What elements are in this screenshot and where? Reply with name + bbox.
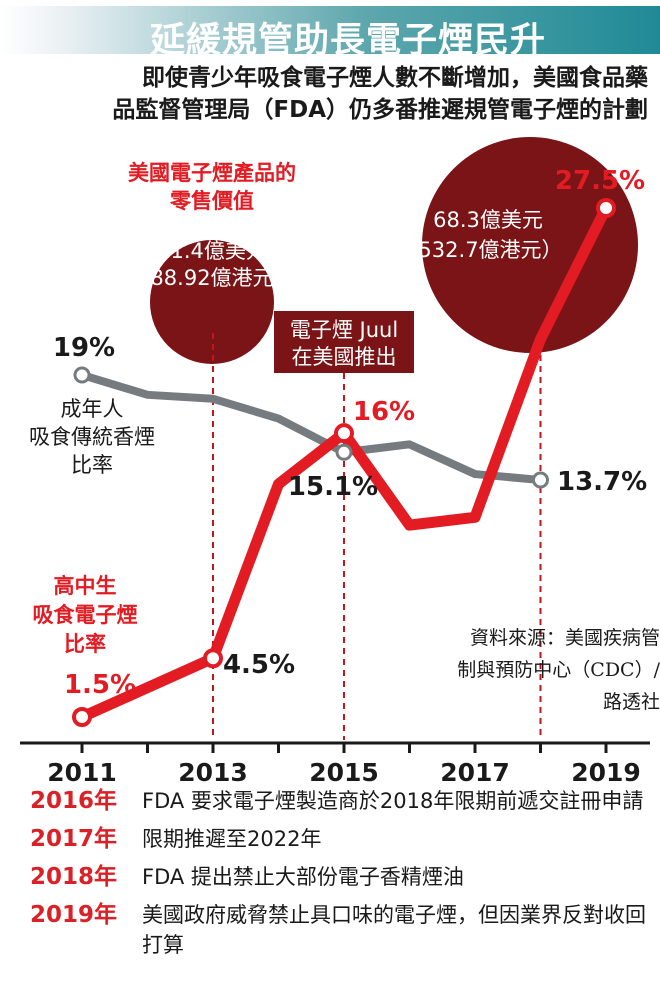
x-tick-label-2019: 2019 (571, 758, 641, 787)
highschool-data-label-2019: 27.5% (555, 166, 645, 196)
bubble-2018 (422, 137, 638, 353)
source-line-1: 資料來源：美國疾病管 (469, 627, 660, 649)
event-year: 2017年 (30, 826, 118, 852)
source-note: 資料來源：美國疾病管 制與預防中心（CDC）/ 路透社 (398, 622, 660, 718)
adult-data-label-2011: 19% (53, 333, 115, 363)
title-bar: 延緩規管助長電子煙民升 (0, 6, 660, 61)
source-line-3: 路透社 (602, 691, 660, 713)
bubble-value-2013: 11.4億美元 (157, 239, 267, 263)
adult-data-label-2018: 13.7% (557, 467, 647, 497)
x-tick-label-2015: 2015 (309, 758, 379, 787)
subtitle-line-1: 即使青少年吸食電子煙人數不斷增加，美國食品藥 (142, 65, 648, 91)
bubble-2013 (150, 240, 274, 364)
data-points (72, 198, 616, 727)
highschool-data-label-2011: 1.5% (64, 670, 136, 700)
event-year: 2018年 (30, 864, 118, 890)
highschool-data-label-2015: 16% (353, 397, 415, 427)
bubble-heading-line-1: 美國電子煙產品的 (128, 161, 296, 185)
highschool-point-2011 (72, 707, 92, 727)
subtitle-line-2: 品監督管理局（FDA）仍多番推遲規管電子煙的計劃 (112, 97, 648, 123)
highschool-point-2019 (596, 198, 616, 218)
adult-smoking-line (80, 371, 541, 484)
event-year: 2016年 (30, 788, 118, 814)
bubble-value-hkd-2018: （532.7億港元） (397, 238, 562, 262)
bubble-value-2018: 68.3億美元 (433, 208, 543, 232)
juul-label-line-1: 電子煙 Juul (290, 318, 398, 342)
highschool-label-line-1: 高中生 (54, 574, 117, 598)
highschool-label-line-2: 吸食電子煙 (33, 603, 138, 627)
data-labels: 19% 15.1% 13.7% 1.5% 4.5% 16% 27.5% (53, 166, 647, 700)
events-list: 2016年 FDA 要求電子煙製造商於2018年限期前遞交註冊申請 2017年 … (30, 786, 655, 968)
bubble-heading-line-2: 零售價值 (169, 189, 254, 213)
event-item: 2018年 FDA 提出禁止大部份電子香精煙油 (30, 862, 655, 892)
highschool-data-label-2013: 4.5% (223, 650, 295, 680)
adult-label-line-1: 成年人 (61, 397, 124, 421)
juul-label-box (274, 311, 414, 373)
event-text: 限期推遲至2022年 (142, 827, 322, 851)
event-text: FDA 提出禁止大部份電子香精煙油 (142, 865, 464, 889)
highschool-point-2015 (334, 423, 354, 444)
adult-point-2018 (532, 471, 549, 489)
adult-data-label-2015: 15.1% (288, 472, 378, 502)
adult-point-2011 (73, 366, 91, 384)
event-text: 美國政府威脅禁止具口味的電子煙，但因業界反對收回打算 (142, 903, 646, 957)
event-year: 2019年 (30, 902, 118, 928)
subtitle: 即使青少年吸食電子煙人數不斷增加，美國食品藥 品監督管理局（FDA）仍多番推遲規… (28, 62, 648, 126)
adult-label-line-3: 比率 (71, 453, 113, 477)
event-item: 2016年 FDA 要求電子煙製造商於2018年限期前遞交註冊申請 (30, 786, 655, 816)
highschool-label-line-3: 比率 (64, 632, 106, 656)
x-tick-label-2013: 2013 (178, 758, 248, 787)
event-text: FDA 要求電子煙製造商於2018年限期前遞交註冊申請 (142, 789, 644, 813)
event-item: 2019年 美國政府威脅禁止具口味的電子煙，但因業界反對收回打算 (30, 900, 655, 960)
x-axis-ticks: 2011 2013 2015 2017 2019 (47, 743, 641, 787)
adult-point-2015 (335, 443, 353, 461)
x-tick-label-2017: 2017 (440, 758, 510, 787)
event-item: 2017年 限期推遲至2022年 (30, 824, 655, 854)
source-line-2: 制與預防中心（CDC）/ (457, 659, 660, 681)
highschool-point-2013 (203, 648, 223, 669)
adult-label-line-2: 吸食傳統香煙 (29, 425, 155, 449)
bubble-value-hkd-2013: （88.92億港元） (129, 266, 294, 290)
x-tick-label-2011: 2011 (47, 758, 117, 787)
page-title: 延緩規管助長電子煙民升 (150, 21, 547, 61)
juul-label-line-2: 在美國推出 (292, 345, 397, 369)
